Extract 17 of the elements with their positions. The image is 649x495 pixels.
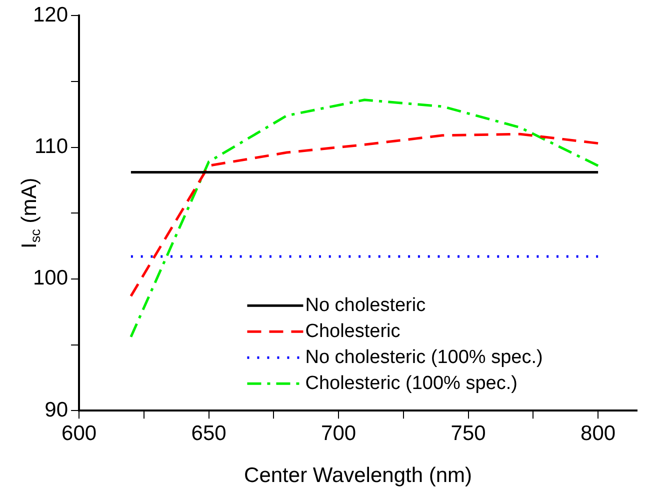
y-tick-label: 120 xyxy=(32,3,68,26)
legend-label: No cholesteric xyxy=(305,294,426,316)
legend-label: Cholesteric xyxy=(305,320,400,342)
x-tick-label: 600 xyxy=(62,422,97,445)
line-series xyxy=(130,132,600,298)
y-axis-title: Isc (mA) xyxy=(18,178,44,248)
line-series xyxy=(130,98,600,338)
y-tick-label: 100 xyxy=(32,266,68,290)
x-tick-label: 800 xyxy=(580,422,616,445)
legend-label: Cholesteric (100% spec.) xyxy=(305,372,518,394)
x-tick-label: 650 xyxy=(191,422,226,445)
x-tick-label: 700 xyxy=(321,422,356,445)
x-axis-title: Center Wavelength (nm) xyxy=(244,464,472,488)
x-tick-label: 750 xyxy=(450,422,486,445)
y-tick-label: 110 xyxy=(34,135,68,158)
legend-label: No cholesteric (100% spec.) xyxy=(305,346,543,368)
y-tick-label: 90 xyxy=(44,398,68,422)
